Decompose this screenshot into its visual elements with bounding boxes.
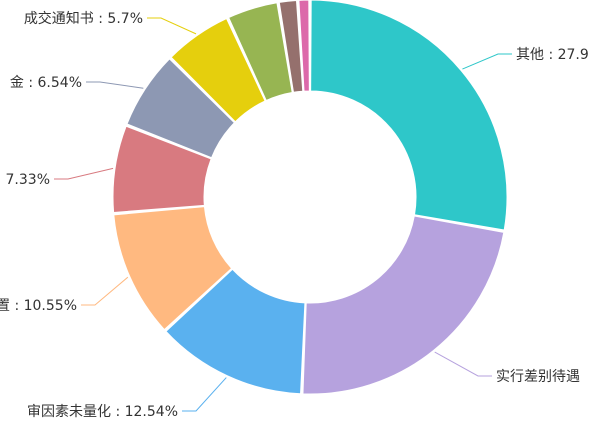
donut-slice-7[interactable]: [228, 2, 293, 102]
donut-slice-金[interactable]: [126, 58, 236, 159]
donut-slice-8[interactable]: [278, 0, 304, 93]
slice-label: 其他 : 27.9: [516, 47, 589, 63]
leader-line: [462, 53, 512, 70]
leader-line: [147, 17, 197, 35]
leader-line: [434, 351, 492, 377]
donut-slice-其他[interactable]: [310, 0, 508, 231]
leader-line: [86, 81, 144, 89]
slice-label: 金 : 6.54%: [10, 75, 82, 91]
slice-label: 7.33%: [6, 172, 50, 188]
donut-slice-4[interactable]: [112, 125, 212, 214]
slice-label: 成交通知书 : 5.7%: [24, 10, 143, 27]
donut-slice-置[interactable]: [113, 206, 233, 331]
donut-slice-9[interactable]: [298, 0, 310, 92]
leader-line: [81, 276, 129, 306]
donut-slice-实行差别待遇[interactable]: [302, 215, 505, 395]
leader-line: [182, 377, 227, 412]
donut-slice-审因素未量化[interactable]: [165, 268, 306, 395]
slice-label: 置 : 10.55%: [0, 298, 77, 314]
slice-label: 实行差别待遇: [496, 369, 580, 385]
slice-label: 审因素未量化 : 12.54%: [27, 404, 178, 420]
donut-slice-成交通知书[interactable]: [170, 17, 266, 123]
leader-line: [54, 167, 114, 180]
